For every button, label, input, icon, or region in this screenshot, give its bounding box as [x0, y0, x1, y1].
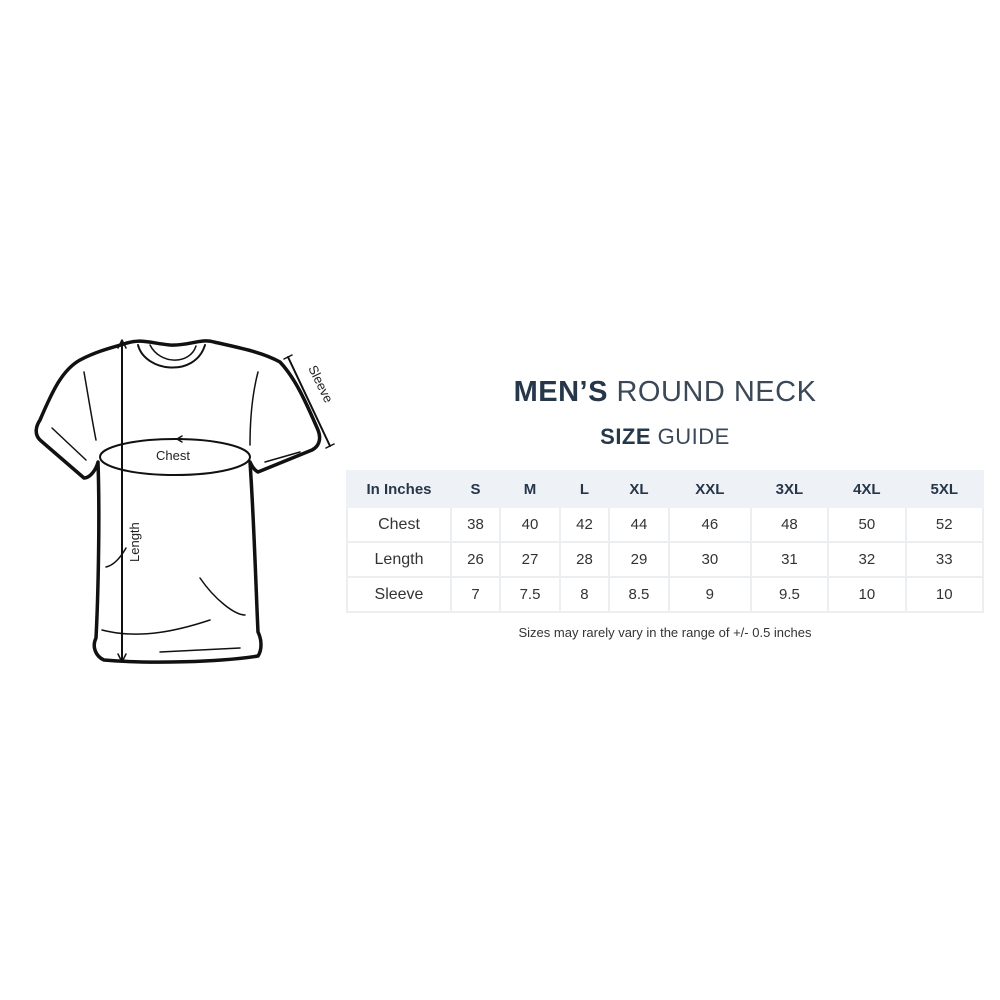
- table-cell: 27: [499, 541, 561, 578]
- table-cell: 33: [904, 541, 985, 578]
- table-cell: 7: [449, 576, 502, 613]
- header-cell: XXL: [667, 470, 752, 508]
- sleeve-measure: [287, 356, 331, 447]
- table-cell: 44: [607, 506, 670, 543]
- table-row: Chest 38 40 42 44 46 48 50 52: [346, 506, 985, 543]
- chest-label: Chest: [156, 448, 190, 463]
- header-cell: L: [558, 470, 610, 508]
- size-table: In Inches S M L XL XXL 3XL 4XL 5XL Chest…: [346, 470, 985, 613]
- table-cell: 10: [827, 576, 907, 613]
- table-row: Length 26 27 28 29 30 31 32 33: [346, 541, 985, 578]
- table-cell: 31: [749, 541, 830, 578]
- table-cell: 48: [749, 506, 830, 543]
- page-subtitle: SIZE GUIDE: [346, 424, 984, 450]
- header-cell: In Inches: [346, 470, 452, 508]
- table-cell: 52: [904, 506, 985, 543]
- table-cell: 9.5: [749, 576, 830, 613]
- table-cell: 28: [558, 541, 610, 578]
- header-cell: 5XL: [904, 470, 985, 508]
- row-label: Chest: [346, 506, 452, 543]
- table-cell: 46: [667, 506, 752, 543]
- row-label: Sleeve: [346, 576, 452, 613]
- page-title: MEN’S ROUND NECK: [346, 376, 984, 409]
- table-cell: 10: [904, 576, 985, 613]
- table-header-row: In Inches S M L XL XXL 3XL 4XL 5XL: [346, 470, 985, 508]
- table-cell: 26: [449, 541, 502, 578]
- table-cell: 30: [667, 541, 752, 578]
- chest-measure: [99, 438, 251, 476]
- table-cell: 50: [827, 506, 907, 543]
- header-cell: 4XL: [827, 470, 907, 508]
- table-cell: 40: [499, 506, 561, 543]
- table-cell: 29: [607, 541, 670, 578]
- length-label: Length: [127, 522, 142, 562]
- table-cell: 7.5: [499, 576, 561, 613]
- subtitle-light: GUIDE: [657, 424, 730, 449]
- title-bold: MEN’S: [513, 376, 608, 408]
- shirt-outline: [34, 339, 322, 664]
- table-cell: 32: [827, 541, 907, 578]
- row-label: Length: [346, 541, 452, 578]
- table-row: Sleeve 7 7.5 8 8.5 9 9.5 10 10: [346, 576, 985, 613]
- table-cell: 42: [558, 506, 610, 543]
- header-cell: 3XL: [749, 470, 830, 508]
- table-cell: 8: [558, 576, 610, 613]
- subtitle-bold: SIZE: [600, 424, 652, 449]
- header-cell: M: [499, 470, 561, 508]
- sleeve-label: Sleeve: [305, 363, 336, 405]
- header-cell: S: [449, 470, 502, 508]
- table-cell: 9: [667, 576, 752, 613]
- collar: [137, 344, 206, 369]
- table-cell: 38: [449, 506, 502, 543]
- title-light: ROUND NECK: [616, 376, 817, 408]
- size-note: Sizes may rarely vary in the range of +/…: [518, 625, 812, 640]
- header-cell: XL: [607, 470, 670, 508]
- table-cell: 8.5: [607, 576, 670, 613]
